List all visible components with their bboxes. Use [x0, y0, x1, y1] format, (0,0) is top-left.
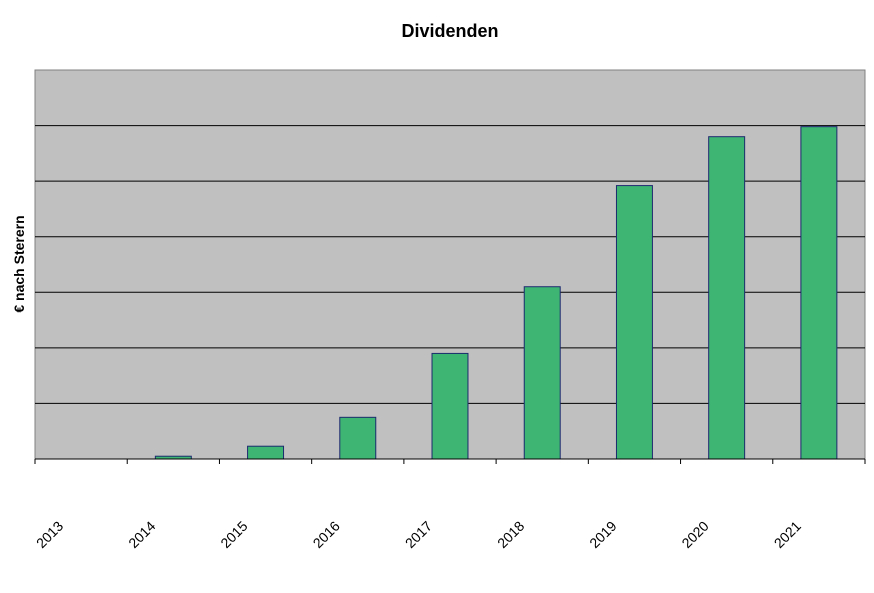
- x-tick-label: 2016: [310, 518, 343, 551]
- bar-2018: [523, 286, 561, 460]
- x-tick-label: 2020: [678, 518, 711, 551]
- x-tick-label: 2017: [402, 518, 435, 551]
- x-tick-label: 2013: [33, 518, 66, 551]
- chart-title: Dividenden: [401, 21, 498, 41]
- x-tick-label: 2015: [217, 518, 250, 551]
- bar-2016: [339, 416, 377, 460]
- y-axis-label: € nach Sterern: [11, 215, 27, 312]
- x-tick-label: 2019: [586, 518, 619, 551]
- bars: [154, 126, 838, 460]
- bar-2021: [800, 126, 838, 460]
- x-axis: 2013 2014 2015 2016 2017 2018 2019 2020 2021: [33, 458, 866, 551]
- x-tick-label: 2018: [494, 518, 527, 551]
- x-tick-label: 2021: [771, 518, 804, 551]
- bar-2020: [708, 136, 746, 460]
- bar-2015: [247, 445, 285, 460]
- x-tick-label: 2014: [125, 518, 158, 551]
- bar-2017: [431, 352, 469, 460]
- bar-2019: [615, 185, 653, 460]
